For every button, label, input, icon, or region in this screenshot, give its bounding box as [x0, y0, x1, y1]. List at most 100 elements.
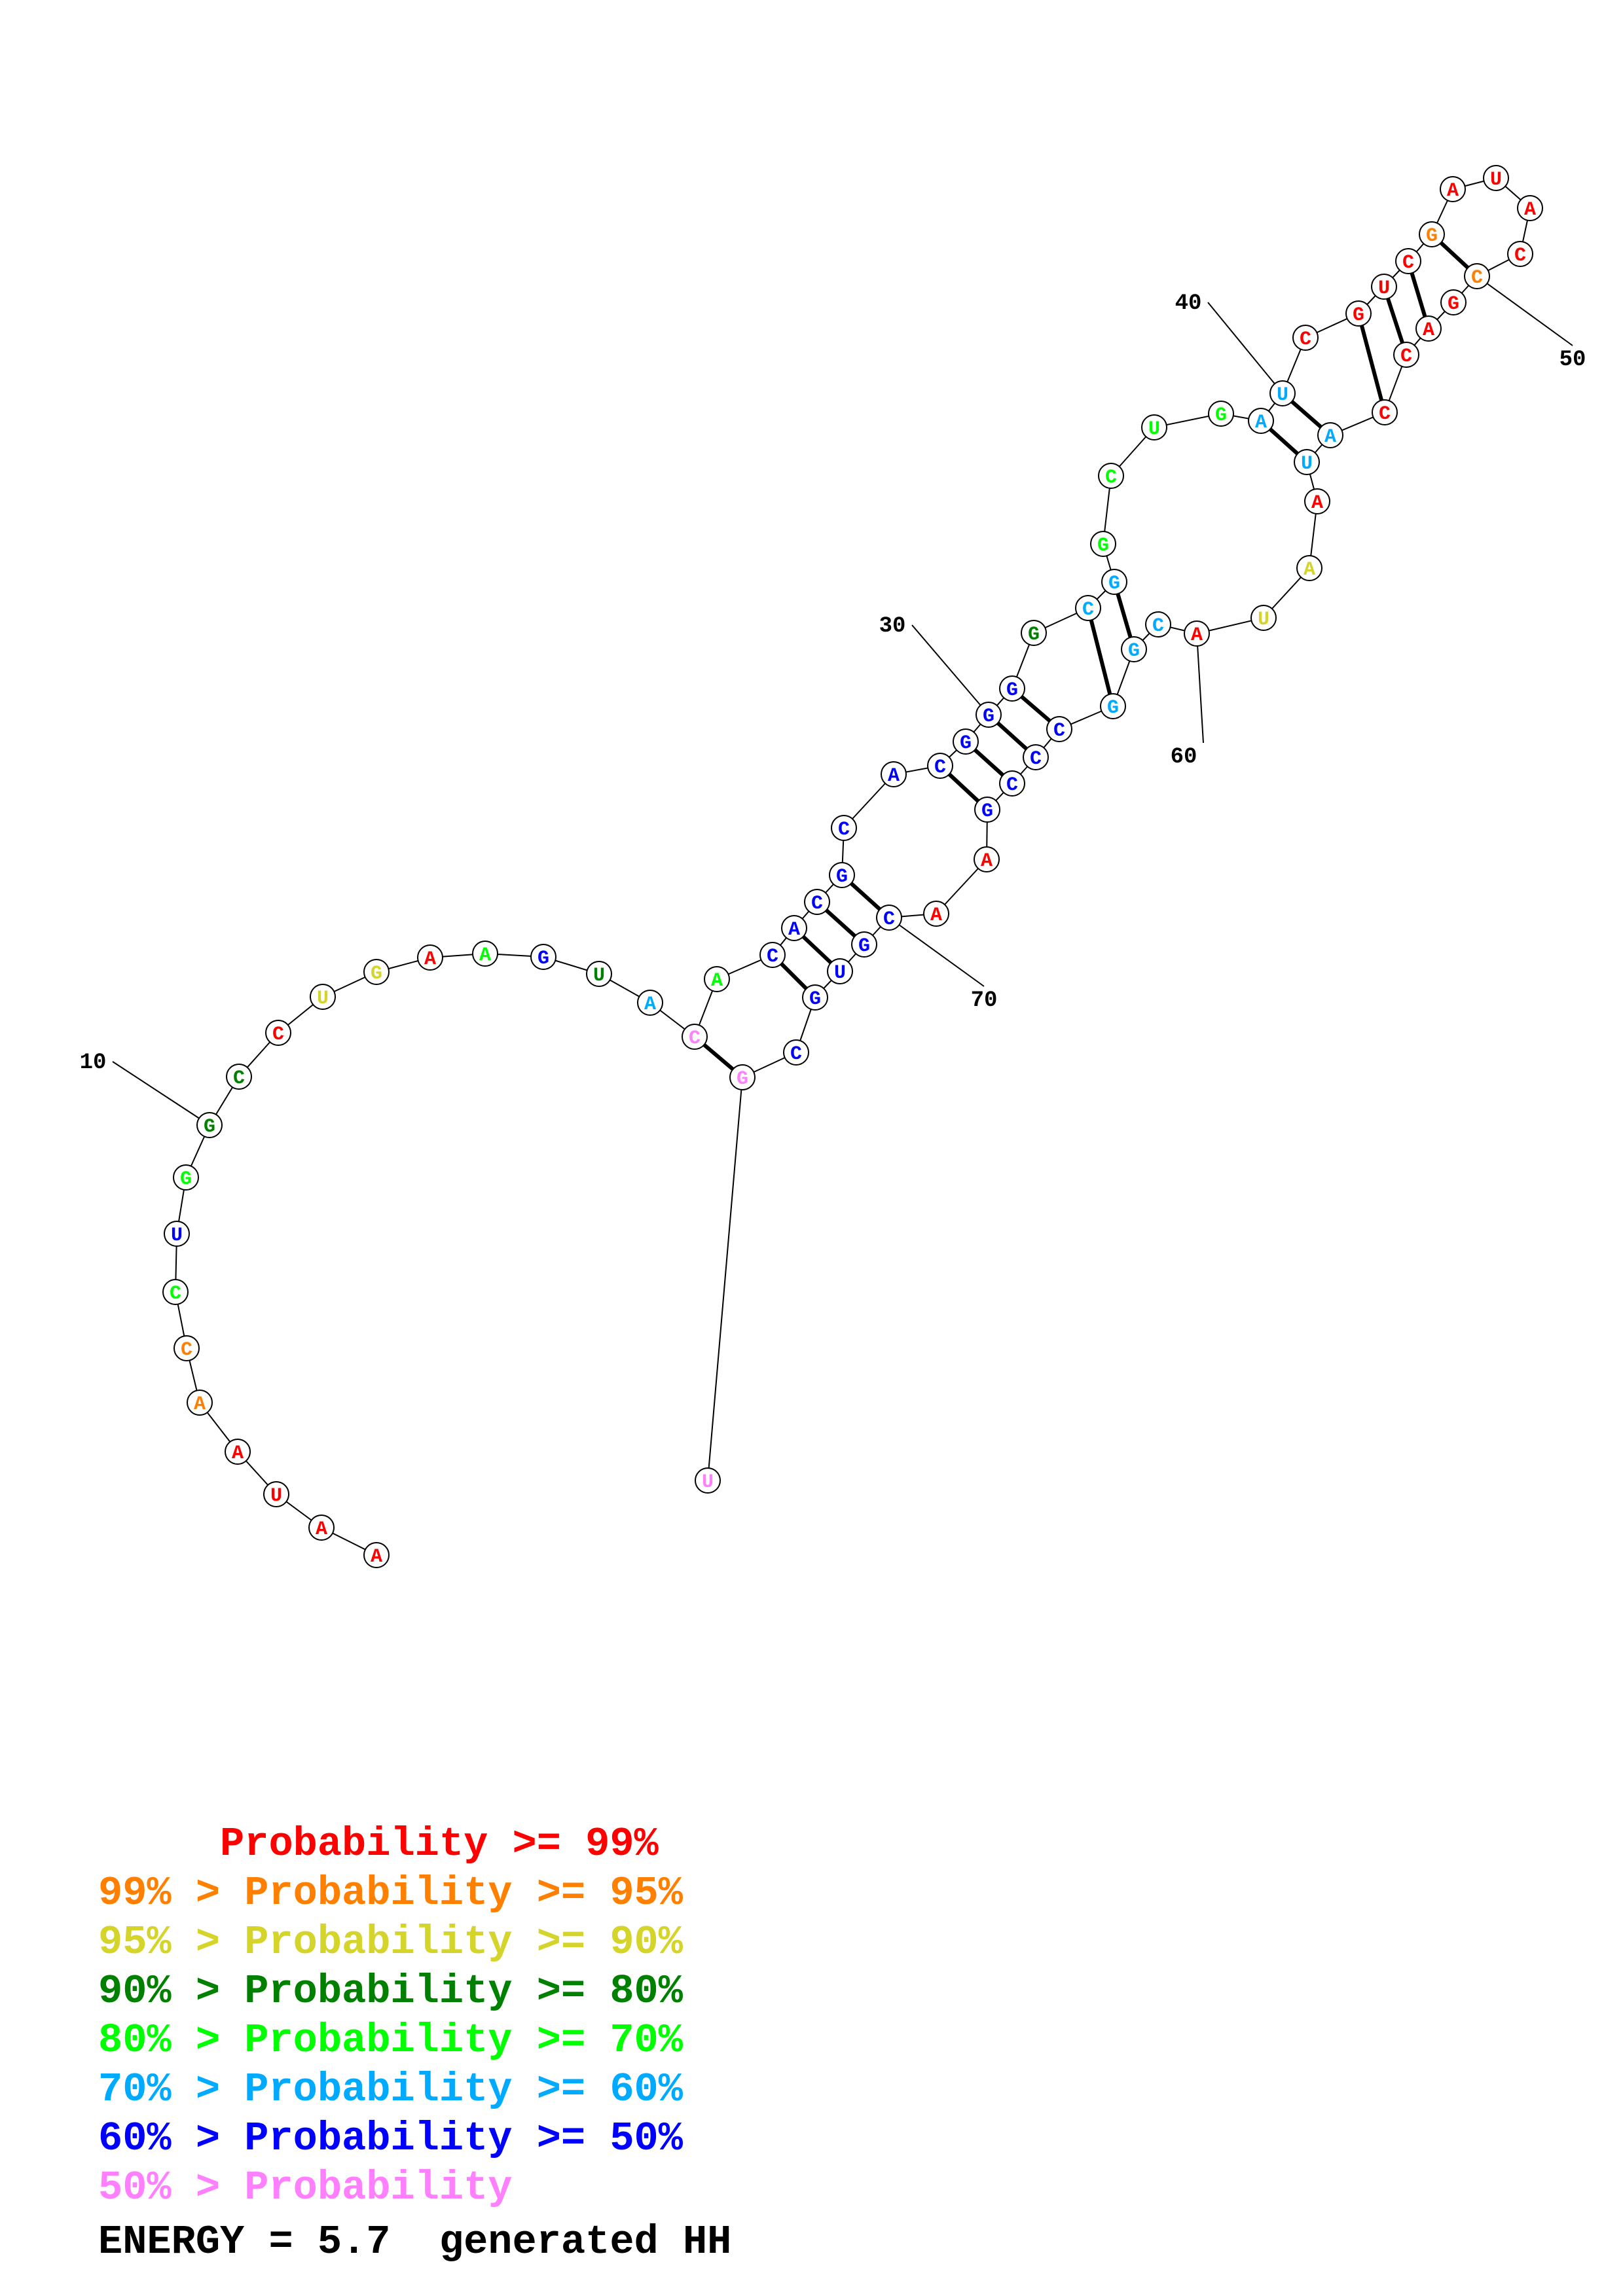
nucleotide-letter: G — [858, 935, 870, 958]
nucleotide: C — [759, 942, 786, 968]
nucleotide: G — [1100, 693, 1126, 719]
nucleotide-letter: A — [1447, 180, 1459, 202]
nucleotide-circle — [417, 944, 443, 971]
nucleotide: G — [530, 944, 556, 970]
nucleotide-letter: A — [644, 994, 656, 1016]
legend-entry: 70% > Probability >= 60% — [98, 2066, 683, 2113]
nucleotide: A — [781, 915, 807, 941]
nucleotide: G — [802, 984, 828, 1011]
nucleotide-letter: C — [233, 1067, 245, 1090]
legend-entry: Probability >= 99% — [98, 1821, 659, 1867]
nucleotide-circle — [308, 1515, 335, 1541]
nucleotide-circle — [999, 675, 1025, 702]
nucleotide-letter: C — [1471, 267, 1483, 289]
nucleotide-circle — [1101, 569, 1127, 595]
nucleotide: C — [831, 815, 857, 841]
position-tick — [1476, 276, 1573, 346]
nucleotide: A — [1248, 408, 1274, 434]
nucleotide: C — [927, 753, 953, 779]
nucleotide-letter: U — [317, 988, 329, 1010]
nucleotide-letter: U — [171, 1225, 183, 1247]
nucleotide-letter: G — [1107, 697, 1119, 719]
nucleotide: C — [1292, 325, 1319, 351]
nucleotide-circle — [310, 984, 336, 1010]
nucleotide-letter: G — [1215, 404, 1227, 427]
nucleotide: C — [173, 1335, 200, 1361]
nucleotide-letter: C — [811, 893, 823, 915]
nucleotide: C — [226, 1064, 252, 1090]
position-tick — [1207, 302, 1283, 394]
nucleotide-circle — [1145, 611, 1171, 637]
nucleotide-letter: U — [593, 965, 605, 987]
nucleotide-letter: C — [838, 819, 850, 841]
position-label: 10 — [80, 1050, 107, 1075]
nucleotide-circle — [1483, 165, 1509, 191]
nucleotide: A — [1184, 620, 1210, 647]
nucleotide-circle — [1371, 274, 1397, 300]
nucleotide-letter: G — [538, 948, 549, 970]
nucleotide: A — [1304, 488, 1330, 514]
nucleotide-circle — [1248, 408, 1274, 434]
nucleotide: C — [1145, 611, 1171, 637]
nucleotide: A — [225, 1439, 251, 1465]
nucleotide-circle — [1294, 449, 1320, 475]
nucleotide: C — [1075, 595, 1101, 621]
position-tick — [1196, 633, 1204, 744]
nucleotide-circle — [1296, 555, 1322, 581]
nucleotide-circle — [974, 846, 1000, 872]
nucleotide-circle — [1292, 325, 1319, 351]
nucleotide-letter: C — [934, 757, 946, 779]
position-label: 40 — [1175, 291, 1202, 316]
nucleotide: G — [999, 675, 1025, 702]
nucleotide-letter: A — [788, 919, 800, 941]
nucleotide-circle — [1345, 300, 1372, 327]
nucleotide-circle — [802, 984, 828, 1011]
nucleotide-letter: G — [960, 732, 972, 755]
nucleotide-circle — [1517, 195, 1543, 221]
nucleotide: A — [1517, 195, 1543, 221]
nucleotide-circle — [1141, 414, 1167, 440]
nucleotide-circle — [363, 1542, 390, 1568]
nucleotide-letter: C — [790, 1043, 802, 1066]
position-tick — [911, 624, 989, 715]
nucleotide-letter: C — [1300, 329, 1311, 351]
nucleotide-letter: G — [371, 963, 382, 985]
nucleotide: C — [1098, 463, 1124, 489]
nucleotide-circle — [363, 959, 390, 985]
nucleotide-circle — [759, 942, 786, 968]
nucleotide: A — [187, 1390, 213, 1416]
nucleotide-circle — [1372, 399, 1398, 425]
nucleotide-letter: C — [170, 1283, 181, 1305]
nucleotide: C — [682, 1024, 708, 1050]
nucleotide: U — [1294, 449, 1320, 475]
nucleotide: C — [265, 1020, 291, 1046]
nucleotide-letter: U — [1490, 169, 1502, 191]
nucleotide-letter: C — [1152, 615, 1164, 637]
nucleotide-circle — [162, 1279, 189, 1305]
nucleotide-circle — [265, 1020, 291, 1046]
nucleotide-circle — [953, 728, 979, 755]
nucleotide-letter: G — [180, 1168, 192, 1191]
nucleotide-circle — [1317, 422, 1343, 448]
nucleotide: A — [1317, 422, 1343, 448]
nucleotide-letter: U — [1258, 609, 1269, 631]
nucleotide-circle — [472, 941, 498, 967]
nucleotide-circle — [1269, 380, 1296, 406]
nucleotide-letter: A — [981, 850, 993, 872]
nucleotide: G — [1021, 620, 1047, 646]
nucleotide-circle — [682, 1024, 708, 1050]
nucleotide: G — [729, 1064, 756, 1090]
nucleotide: U — [586, 961, 612, 987]
nucleotide-letter: C — [1514, 245, 1526, 267]
nucleotide-letter: G — [1097, 535, 1109, 557]
nucleotide-letter: A — [371, 1546, 382, 1568]
nucleotide-letter: G — [737, 1068, 748, 1090]
legend-entry: 90% > Probability >= 80% — [98, 1968, 683, 2015]
nucleotide-letter: A — [232, 1443, 244, 1465]
nucleotide: C — [876, 905, 902, 931]
nucleotide-letter: C — [1105, 467, 1117, 489]
nucleotide-circle — [1023, 744, 1049, 770]
position-label: 50 — [1559, 348, 1586, 372]
nucleotide-circle — [1121, 636, 1147, 662]
